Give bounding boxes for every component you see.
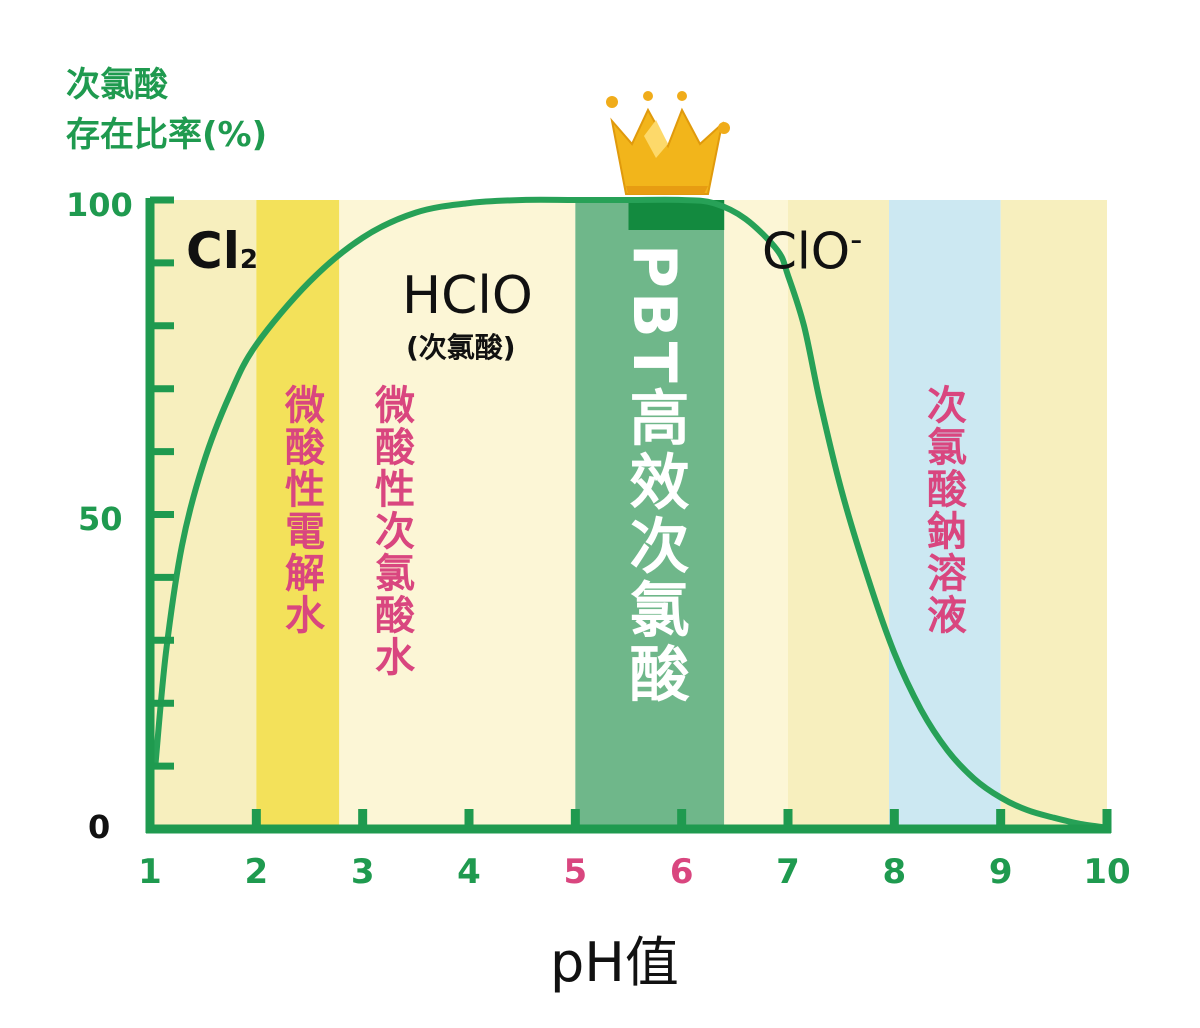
cl2-label: Cl2 xyxy=(186,222,258,280)
x-axis-label: pH值 xyxy=(550,931,679,994)
x-tick-label-9: 9 xyxy=(988,852,1013,892)
x-tick-label-2: 2 xyxy=(244,852,269,892)
hclo-ratio-curve xyxy=(152,196,1108,831)
pbt-label: PBT高效次氯酸 xyxy=(619,244,689,707)
clo-superscript: - xyxy=(850,220,863,260)
x-tick-label-5: 5 xyxy=(563,852,588,892)
ph-band-5 xyxy=(788,200,890,829)
ph-bands xyxy=(150,200,1107,829)
x-tick-label-6: 6 xyxy=(669,852,694,892)
y-tick-50: 50 xyxy=(78,500,123,538)
x-tick-label-4: 4 xyxy=(457,852,481,892)
x-tick-label-10: 10 xyxy=(1083,852,1131,892)
ph-band-2 xyxy=(339,200,576,829)
y-tick-100: 100 xyxy=(66,186,133,224)
x-tick-label-3: 3 xyxy=(350,852,375,892)
ph-band-1 xyxy=(256,200,340,829)
y-axis-label-line1: 次氯酸 xyxy=(66,65,168,105)
y-tick-0: 0 xyxy=(88,808,111,846)
x-tick-label-8: 8 xyxy=(882,852,907,892)
axes xyxy=(145,196,1112,834)
pbt-band-cap xyxy=(628,200,725,230)
hclo-sub-label: (次氯酸) xyxy=(406,331,516,364)
x-tick-label-1: 1 xyxy=(138,852,162,892)
cl2-subscript: 2 xyxy=(239,245,258,275)
y-axis-label-line2: 存在比率(%) xyxy=(66,115,268,155)
hclo-label: HClO xyxy=(402,266,533,326)
clo-label: ClO- xyxy=(762,220,863,281)
ph-band-4 xyxy=(724,200,788,829)
sodium-hypochlorite-label: 次氯酸鈉溶液 xyxy=(920,384,966,636)
weak-acid-hclo-label: 微酸性次氯酸水 xyxy=(368,384,414,678)
ph-band-7 xyxy=(1000,200,1107,829)
ph-band-6 xyxy=(889,200,1001,829)
weak-acid-electrolyzed-label: 微酸性電解水 xyxy=(278,384,324,636)
x-tick-label-7: 7 xyxy=(776,852,800,892)
ph-band-3 xyxy=(575,200,725,829)
crown-icon xyxy=(606,91,730,195)
